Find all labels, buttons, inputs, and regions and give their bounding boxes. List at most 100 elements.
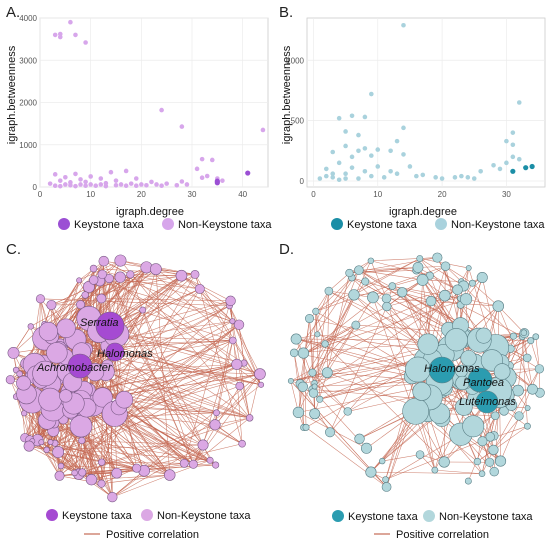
data-point-non-keystone-a <box>113 178 119 183</box>
network-node-c <box>231 358 243 370</box>
network-node-c <box>38 439 45 446</box>
network-node-c <box>54 470 65 481</box>
network-node-d <box>478 470 486 478</box>
network-edge-c <box>69 340 250 419</box>
network-node-d <box>292 406 305 419</box>
legend-keystone-swatch-d <box>332 510 344 522</box>
network-edge-c <box>142 309 194 465</box>
network-node-c <box>175 269 188 282</box>
network-edge-c <box>124 399 204 446</box>
network-edge-d <box>535 336 540 369</box>
network-edge-c <box>199 288 233 322</box>
network-edge-c <box>232 321 250 418</box>
data-point-non-keystone-a <box>88 182 93 187</box>
network-edge-d <box>370 471 483 474</box>
network-node-d <box>324 286 334 296</box>
network-node-c <box>213 409 220 417</box>
network-edge-c <box>215 417 250 426</box>
network-node-c <box>47 439 54 446</box>
network-edge-d <box>493 368 540 450</box>
network-node-c <box>126 270 135 279</box>
data-point-non-keystone-b <box>343 129 348 134</box>
data-point-non-keystone-b <box>330 149 336 155</box>
x-axis-title-a: igraph.degree <box>116 206 184 218</box>
network-node-d <box>527 383 538 395</box>
network-edge-c <box>46 444 204 451</box>
x-tick-label-a: 10 <box>86 190 95 199</box>
network-edge-d <box>328 290 481 381</box>
network-node-keystone-d <box>428 356 456 384</box>
data-point-non-keystone-a <box>144 183 149 188</box>
network-edge-c <box>44 268 94 325</box>
data-point-non-keystone-b <box>420 172 426 178</box>
network-node-d <box>367 291 379 304</box>
network-node-c <box>107 491 118 503</box>
data-point-non-keystone-b <box>497 166 503 172</box>
network-edge-c <box>93 268 113 498</box>
network-node-c <box>46 342 68 364</box>
data-point-non-keystone-a <box>194 166 200 172</box>
network-node-c <box>97 479 106 488</box>
network-edge-d <box>293 352 301 384</box>
network-edge-c <box>118 300 231 408</box>
x-axis-title-b: igraph.degree <box>389 206 457 218</box>
network-edge-c <box>30 276 121 327</box>
network-node-c <box>235 381 244 391</box>
network-edge-c <box>114 413 216 426</box>
network-edge-d <box>302 386 305 428</box>
network-node-d <box>522 353 532 363</box>
network-node-d <box>397 287 408 298</box>
data-point-non-keystone-a <box>98 176 104 181</box>
network-edge-c <box>103 261 194 465</box>
network-node-d <box>524 405 531 411</box>
network-node-d <box>488 444 499 455</box>
network-edge-c <box>120 260 250 419</box>
network-node-d <box>289 348 299 358</box>
network-node-c <box>52 446 65 458</box>
network-edge-d <box>303 270 360 354</box>
data-point-non-keystone-b <box>336 177 342 183</box>
data-point-non-keystone-a <box>78 177 83 182</box>
y-axis-title-a: igraph.betweenness <box>6 45 18 144</box>
network-edge-c <box>91 474 170 480</box>
y-tick-label-a: 1000 <box>19 141 37 150</box>
network-edge-d <box>305 427 387 488</box>
network-node-c <box>88 275 99 285</box>
network-edge-c <box>101 461 185 464</box>
network-node-d <box>361 277 370 286</box>
network-node-d <box>302 423 310 431</box>
network-node-c <box>150 263 162 276</box>
network-node-d <box>432 252 443 263</box>
network-edge-c <box>181 275 233 322</box>
network-node-c <box>98 458 106 466</box>
data-point-non-keystone-b <box>510 142 516 148</box>
network-node-c <box>115 390 134 409</box>
network-edge-c <box>47 420 145 471</box>
network-edge-c <box>124 399 250 419</box>
network-node-c <box>81 291 89 299</box>
network-node-c <box>163 469 176 481</box>
panel-letter-a: A. <box>6 4 21 21</box>
network-edge-c <box>46 449 75 474</box>
network-edge-d <box>314 382 348 412</box>
network-edge-c <box>144 460 211 472</box>
network-node-keystone-c <box>67 353 93 379</box>
network-node-c <box>43 446 50 454</box>
network-node-d <box>382 301 392 312</box>
network-node-d <box>297 381 308 392</box>
network-edge-c <box>88 389 250 419</box>
network-node-d <box>308 388 319 398</box>
data-point-non-keystone-a <box>73 171 78 177</box>
network-edge-d <box>385 404 512 480</box>
network-edge-c <box>214 373 261 425</box>
network-edge-d <box>326 297 374 373</box>
data-point-non-keystone-a <box>154 182 159 187</box>
network-edge-c <box>105 305 230 373</box>
network-edge-c <box>101 462 113 498</box>
network-edge-c <box>86 407 170 476</box>
network-node-d <box>438 456 450 468</box>
data-point-non-keystone-a <box>179 124 185 129</box>
network-edge-d <box>382 454 421 462</box>
network-edge-d <box>353 291 403 296</box>
network-edge-c <box>130 274 237 365</box>
